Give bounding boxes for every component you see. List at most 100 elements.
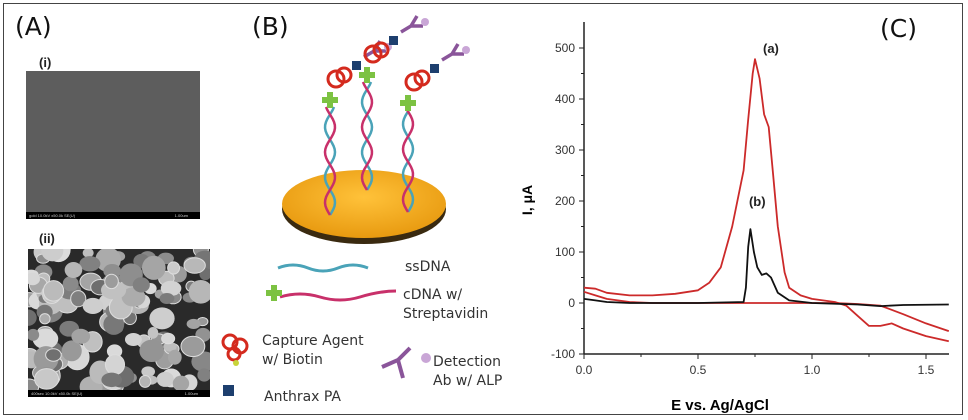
gold-grain (167, 261, 181, 275)
gold-grain (82, 297, 104, 315)
gold-grain (34, 368, 60, 390)
y-tick-label: 100 (555, 245, 575, 259)
ssdna-icon (277, 263, 369, 273)
cdna-strand (323, 106, 337, 216)
gold-grain (141, 255, 166, 280)
sem-image-flat-gold: gold 10.0kV x50.0k SE(U) 1.00um (26, 71, 200, 219)
sensor-schematic (221, 15, 470, 396)
capture-agent-icon (372, 41, 390, 59)
gold-grain (28, 272, 40, 286)
sem-i-scale: 1.00um (174, 213, 188, 218)
gold-grain (197, 368, 210, 382)
x-tick-label: 0.0 (576, 363, 593, 377)
y-tick-label: 200 (555, 194, 575, 208)
sem-image-nanostructured-gold: 400sec 10.0kV x50.0k SE(U) 1.00um (28, 249, 210, 397)
gold-grain (103, 314, 125, 335)
gold-grain (167, 349, 182, 365)
anthrax-pa-icon (430, 64, 439, 73)
legend-detection-line2: Ab w/ ALP (433, 373, 503, 389)
cdna-strand (360, 81, 374, 191)
y-tick-label: 0 (568, 296, 575, 310)
gold-grain (139, 339, 165, 363)
biotin-icon (233, 360, 239, 366)
gold-grain (138, 375, 152, 388)
cdna-icon (279, 289, 397, 302)
gold-grain (186, 318, 201, 329)
legend-ssdna: ssDNA (405, 259, 451, 275)
x-tick-label: 1.5 (918, 363, 935, 377)
gold-grain (124, 333, 142, 346)
gold-grain (172, 375, 190, 390)
detection-antibody-icon (381, 346, 412, 379)
ssdna-strand (360, 81, 374, 191)
figure-frame (3, 3, 963, 415)
alp-icon (421, 353, 431, 363)
x-tick-label: 0.5 (690, 363, 707, 377)
y-tick-label: 500 (555, 41, 575, 55)
sem-i-info-bar: gold 10.0kV x50.0k SE(U) 1.00um (26, 212, 200, 219)
y-tick-label: 400 (555, 92, 575, 106)
gold-grain (159, 292, 175, 304)
x-axis-label: E vs. Ag/AgCl (671, 397, 769, 414)
legend-capture-line2: w/ Biotin (262, 352, 323, 368)
detection-antibody-icon (400, 15, 423, 34)
gold-grain (71, 328, 91, 344)
capture-agent-icon (221, 333, 249, 362)
legend-cdna: cDNA w/Streptavidin (403, 286, 488, 324)
sem-ii-label: (ii) (39, 231, 55, 246)
gold-grain (141, 366, 156, 377)
y-axis-label: I, μA (519, 185, 535, 215)
gold-grain (180, 335, 206, 358)
gold-grain (62, 276, 79, 292)
gold-grain (147, 327, 159, 339)
sem-ii-caption: 400sec 10.0kV x50.0k SE(U) (31, 391, 83, 396)
sem-i-label: (i) (39, 55, 52, 70)
curve-annotation: (b) (749, 194, 766, 209)
detection-antibody-icon (441, 43, 464, 62)
gold-grain (104, 273, 119, 290)
gold-grain (188, 279, 210, 304)
gold-grains (28, 249, 210, 390)
streptavidin-icon (400, 95, 416, 111)
curve-annotation: (a) (763, 41, 779, 56)
gold-grain (39, 313, 51, 325)
capture-agent-icon (335, 66, 353, 84)
gold-grain (42, 280, 65, 302)
panel-c-label: (C) (880, 14, 917, 43)
capture-agent-icon (413, 69, 431, 87)
panel-b-label: (B) (252, 12, 289, 41)
y-tick-label: 300 (555, 143, 575, 157)
anthrax-pa-icon (389, 36, 398, 45)
gold-grain (41, 249, 64, 262)
gold-grain (61, 340, 82, 362)
gold-grain (160, 280, 182, 296)
dna-strands (322, 15, 470, 216)
legend-cdna-line2: Streptavidin (403, 306, 489, 322)
gold-grain (79, 256, 101, 272)
series-line-b (583, 228, 949, 307)
streptavidin-icon (359, 67, 375, 83)
legend-detection-line1: Detection (433, 354, 502, 370)
legend-detection: Detection Ab w/ ALP (433, 353, 502, 391)
sem-ii-info-bar: 400sec 10.0kV x50.0k SE(U) 1.00um (28, 390, 210, 397)
panel-a-label: (A) (15, 12, 52, 41)
anthrax-pa-icon (352, 61, 361, 70)
x-tick-label: 1.0 (804, 363, 821, 377)
gold-grain (28, 328, 40, 341)
capture-agent-icon (404, 72, 424, 92)
gold-grain (149, 307, 175, 330)
gold-grain (70, 290, 87, 308)
streptavidin-icon (322, 92, 338, 108)
gold-grain (132, 277, 150, 293)
alp-icon (421, 18, 429, 26)
legend-capture-agent: Capture Agent w/ Biotin (262, 332, 364, 370)
legend-cdna-line1: cDNA w/ (403, 287, 463, 303)
dna-assembly (400, 43, 470, 213)
gold-grain (161, 332, 176, 345)
legend-capture-line1: Capture Agent (262, 333, 364, 349)
sem-i-caption: gold 10.0kV x50.0k SE(U) (29, 213, 76, 218)
ssdna-strand (323, 106, 337, 216)
gold-grain (101, 372, 122, 388)
gold-grain (28, 309, 37, 326)
